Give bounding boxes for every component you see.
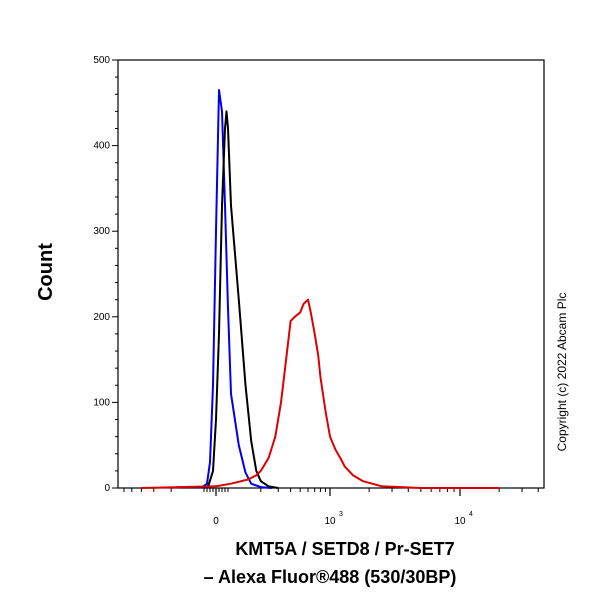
plot-frame (117, 59, 545, 489)
x-tick-exponent: 3 (339, 511, 343, 518)
series-line-3 (141, 298, 500, 489)
x-axis-label-line-2: – Alexa Fluor®488 (530/30BP) (204, 567, 457, 587)
y-tick-label: 100 (93, 397, 110, 408)
y-axis: 0 100 200 300 400 500 (93, 55, 118, 494)
y-tick-label: 0 (104, 483, 110, 494)
copyright-notice: Copyright (c) 2022 Abcam Plc (555, 293, 569, 452)
x-tick-label: 0 (213, 516, 219, 527)
x-tick-exponent: 4 (469, 511, 473, 518)
x-axis-label-line-1: KMT5A / SETD8 / Pr-SET7 (235, 539, 454, 559)
x-tick-label: 10 (454, 516, 466, 527)
y-tick-label: 300 (93, 226, 110, 237)
x-tick-label: 10 (324, 516, 336, 527)
series-line-1 (200, 89, 273, 489)
y-tick-label: 200 (93, 312, 110, 323)
y-axis-label: Count (35, 243, 57, 301)
series-layer (141, 89, 500, 489)
y-tick-label: 500 (93, 55, 110, 66)
y-tick-label: 400 (93, 141, 110, 152)
